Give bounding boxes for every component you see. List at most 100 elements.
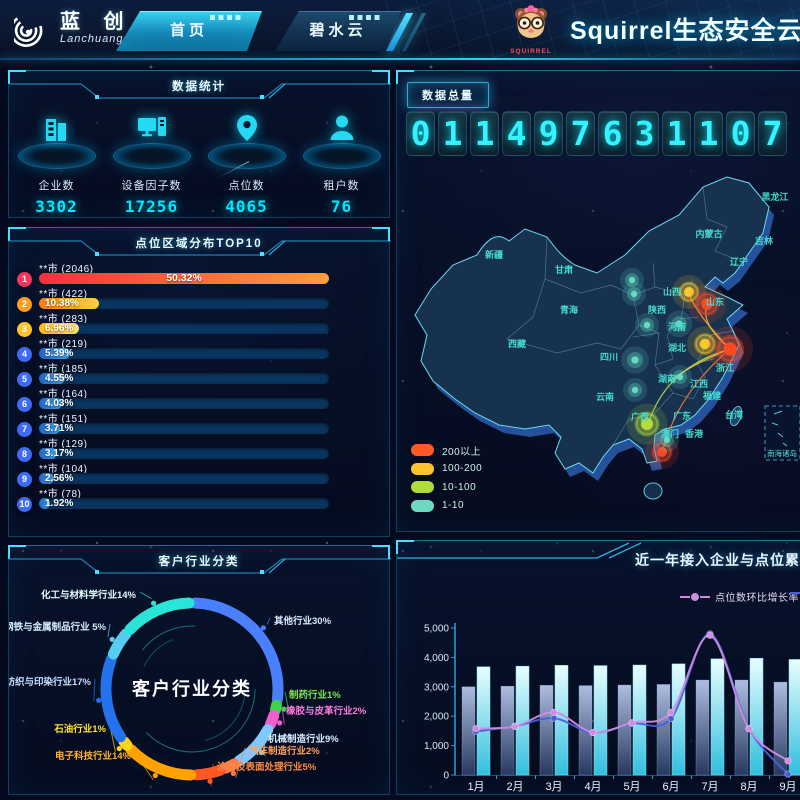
bar-series1[interactable] (773, 681, 788, 776)
stat-label: 企业数 (38, 180, 75, 192)
bar-series1[interactable] (656, 684, 671, 776)
donut-segment[interactable] (189, 597, 284, 705)
panel-title: 数据统计 (172, 81, 226, 93)
map-hotspot-teal[interactable] (668, 365, 692, 389)
logo-title: 蓝 创 (60, 11, 133, 33)
trend-legend-item[interactable]: 点位数环比增长率 (680, 589, 799, 604)
map-hotspot-teal[interactable] (620, 268, 644, 292)
y-axis-tick: 3,000 (424, 682, 449, 693)
map-hotspot-teal[interactable] (623, 378, 647, 402)
donut-label: 石油行业1% (53, 723, 106, 735)
rank-badge: 1 (17, 272, 32, 287)
bar-series2[interactable] (632, 664, 647, 776)
donut-segment[interactable] (100, 654, 127, 743)
line-marker[interactable] (706, 631, 714, 639)
donut-segment[interactable] (264, 710, 280, 730)
line-marker[interactable] (511, 722, 519, 731)
bar-series1[interactable] (500, 685, 515, 776)
donut-segment[interactable] (107, 628, 132, 660)
top10-list: **市 (2046) 1 50.32% **市 (422) 2 10.38% **市 (28… (9, 262, 389, 512)
bar-track: 4.55% (39, 373, 329, 384)
bar-series2[interactable] (788, 659, 800, 776)
panel-header-decor (397, 542, 642, 559)
bar (39, 398, 63, 409)
line-marker[interactable] (550, 708, 558, 716)
nav-tabs: 首页 碧水云 (116, 11, 401, 51)
donut-segment[interactable] (118, 736, 133, 751)
bar-track: 1.92% (39, 498, 329, 509)
industry-donut-chart: 其他行业30% 制药行业1% 橡胶与皮革行业2% 机械制造行业9%汽车制造行业2% 涂层… (9, 589, 367, 787)
donut-segment[interactable] (269, 699, 282, 716)
bar-value-label: 10.38% (45, 298, 79, 309)
stat-value: 3302 (35, 197, 78, 216)
bar-series2[interactable] (515, 665, 530, 776)
map-hotspot-teal[interactable] (655, 428, 679, 452)
line-marker[interactable] (745, 725, 753, 733)
donut-segment[interactable] (220, 758, 240, 774)
map-hotspot-teal[interactable] (622, 282, 646, 306)
bar-track: 3.71% (39, 423, 329, 434)
line-marker[interactable] (589, 728, 597, 736)
stat-value: 76 (330, 197, 353, 216)
bar (39, 298, 99, 309)
map-landmass (414, 176, 770, 474)
x-axis-label: 6月 (662, 781, 679, 793)
province-label: 吉林 (755, 235, 774, 246)
map-hotspot-teal[interactable] (665, 310, 693, 338)
counter-digit: 1 (694, 111, 723, 156)
panel-title: 点位区域分布TOP10 (135, 238, 263, 250)
top10-city-label: **市 (422) (39, 289, 88, 300)
line-marker[interactable] (472, 724, 480, 733)
line-marker[interactable] (550, 714, 558, 722)
hainan-island (643, 482, 663, 500)
line-marker[interactable] (784, 770, 792, 778)
map-hotspot-yellow[interactable] (687, 326, 723, 362)
stat-item: 设备因子数 17256 (104, 103, 199, 216)
bar-series1[interactable] (617, 684, 632, 776)
legend-swatch (411, 444, 434, 457)
bar-series2[interactable] (749, 657, 764, 776)
bar (39, 373, 66, 384)
donut-segment[interactable] (191, 764, 226, 781)
map-hotspot-teal[interactable] (621, 346, 649, 374)
bar (39, 448, 58, 459)
donut-label: 橡胶与皮革行业2% (286, 705, 367, 717)
map-hotspot-teal[interactable] (635, 313, 659, 337)
line-marker[interactable] (667, 715, 675, 723)
panel-header-decor (9, 240, 391, 256)
donut-segment[interactable] (124, 597, 195, 636)
tab-home[interactable]: 首页 (116, 11, 262, 51)
line-marker[interactable] (784, 757, 792, 765)
map-hotspot-red[interactable] (707, 326, 753, 372)
leader-dot (109, 636, 115, 642)
location-pin-icon (236, 115, 257, 141)
bar-series1[interactable] (695, 679, 710, 776)
map-hotspot-green[interactable] (626, 403, 668, 445)
province-label: 福建 (702, 390, 722, 401)
bar-series2[interactable] (710, 658, 725, 776)
province-label: 新疆 (485, 249, 503, 260)
line-marker[interactable] (667, 708, 675, 716)
province-label: 台湾 (725, 409, 743, 420)
bar-value-label: 5.39% (45, 348, 74, 359)
province-label: 浙江 (716, 362, 734, 373)
bar (39, 473, 54, 484)
tab-bishuiyun[interactable]: 碧水云 (275, 11, 401, 51)
bar-series1[interactable] (539, 685, 554, 776)
line-marker[interactable] (628, 719, 636, 727)
counter-digit: 1 (438, 111, 467, 156)
mascot-label: SQUIRREL (510, 48, 552, 55)
industry-panel: 客户行业分类 其他行业30% 制药行业1% 橡胶与皮革行业2% 机械制造行业9% 汽车制… (8, 545, 391, 795)
bar (39, 348, 71, 359)
bar-series2[interactable] (593, 665, 608, 776)
icon-pedestal (207, 143, 286, 169)
legend-swatch (411, 499, 434, 512)
trend-legend-item[interactable] (790, 589, 800, 597)
donut-label: 汽车制造行业2% (249, 745, 320, 757)
map-hotspot-red[interactable] (687, 284, 727, 324)
map-hotspot-red[interactable] (645, 435, 679, 469)
bar-series2[interactable] (476, 666, 491, 776)
top10-row: **市 (422) 2 10.38% (9, 287, 389, 312)
stat-item: 点位数 4065 (199, 103, 294, 216)
